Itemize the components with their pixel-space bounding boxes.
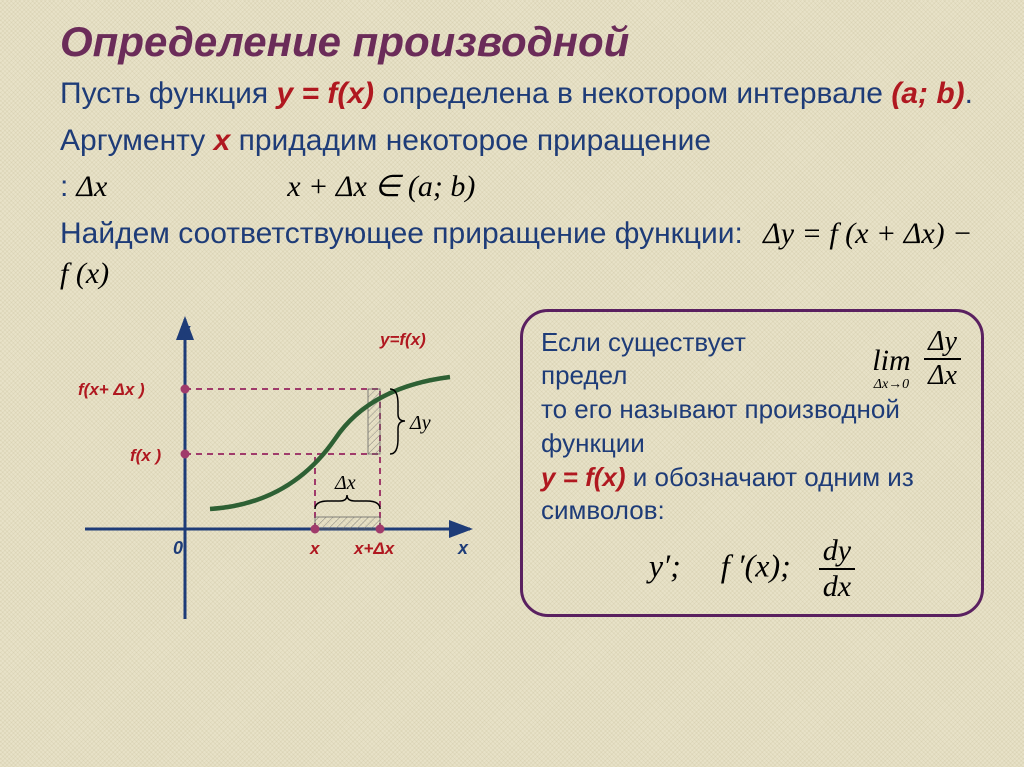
pt-xdx (376, 524, 385, 533)
t1c: определена в некотором интервале (374, 77, 891, 110)
limit-expression: lim Δx→0 Δy Δx (872, 326, 961, 392)
dy-brace (390, 389, 405, 454)
sym-dy: dy (819, 534, 855, 570)
y-axis-label: y (179, 320, 191, 340)
fx-label: f(x ) (130, 446, 162, 465)
graph: y x 0 (60, 309, 490, 639)
dx-label: Δx (334, 472, 356, 494)
pt-fxdx (181, 384, 190, 393)
x-pt-label: x (309, 539, 321, 558)
text-line-2: Аргументу x придадим некоторое приращени… (60, 121, 984, 162)
xdx-pt-label: x+Δx (353, 539, 396, 558)
sym-fprime: f ′(x); (721, 548, 791, 584)
fxdx-label: f(x+ Δx ) (78, 380, 145, 399)
origin-label: 0 (173, 538, 183, 558)
dx-brace (315, 495, 380, 509)
panel-l3a: y = f(x) (541, 462, 626, 492)
derivative-symbols: y′; f ′(x); dy dx (541, 534, 963, 604)
t2c: придадим некоторое приращение (230, 124, 711, 157)
pt-x (311, 524, 320, 533)
t2d: : (60, 167, 68, 208)
lim-sub: Δx→0 (872, 378, 910, 392)
t2a: Аргументу (60, 124, 214, 157)
lim-word: lim (872, 344, 910, 377)
text-line-1: Пусть функция y = f(x) определена в неко… (60, 74, 984, 115)
formula-dx: Δx (76, 167, 107, 208)
curve-label: y=f(x) (379, 330, 426, 349)
t2b: x (214, 124, 231, 157)
dy-label: Δy (409, 412, 431, 434)
sym-yprime: y′; (649, 548, 681, 584)
panel-l2: то его называют производной функции (541, 393, 963, 461)
panel-l3: y = f(x) и обозначают одним из символов: (541, 461, 963, 529)
t1d: (a; b) (891, 77, 964, 110)
definition-panel: lim Δx→0 Δy Δx Если существует предел то… (520, 309, 984, 618)
dx-hatch (315, 517, 380, 529)
t1a: Пусть функция (60, 77, 277, 110)
t1b: y = f(x) (277, 77, 375, 110)
text-line-2b: : Δx x + Δx ∈ (a; b) (60, 167, 984, 208)
curve (210, 377, 450, 509)
graph-svg: y x 0 (60, 309, 490, 639)
t3a: Найдем соответствующее приращение функци… (60, 217, 743, 250)
page-title: Определение производной (60, 18, 984, 66)
text-line-3: Найдем соответствующее приращение функци… (60, 214, 984, 295)
x-axis-label: x (457, 538, 469, 558)
sym-dx: dx (819, 570, 855, 604)
pt-fx (181, 449, 190, 458)
formula-interval: x + Δx ∈ (a; b) (287, 167, 475, 208)
t1e: . (965, 77, 973, 110)
lim-den: Δx (924, 360, 961, 392)
lim-num: Δy (924, 326, 961, 360)
